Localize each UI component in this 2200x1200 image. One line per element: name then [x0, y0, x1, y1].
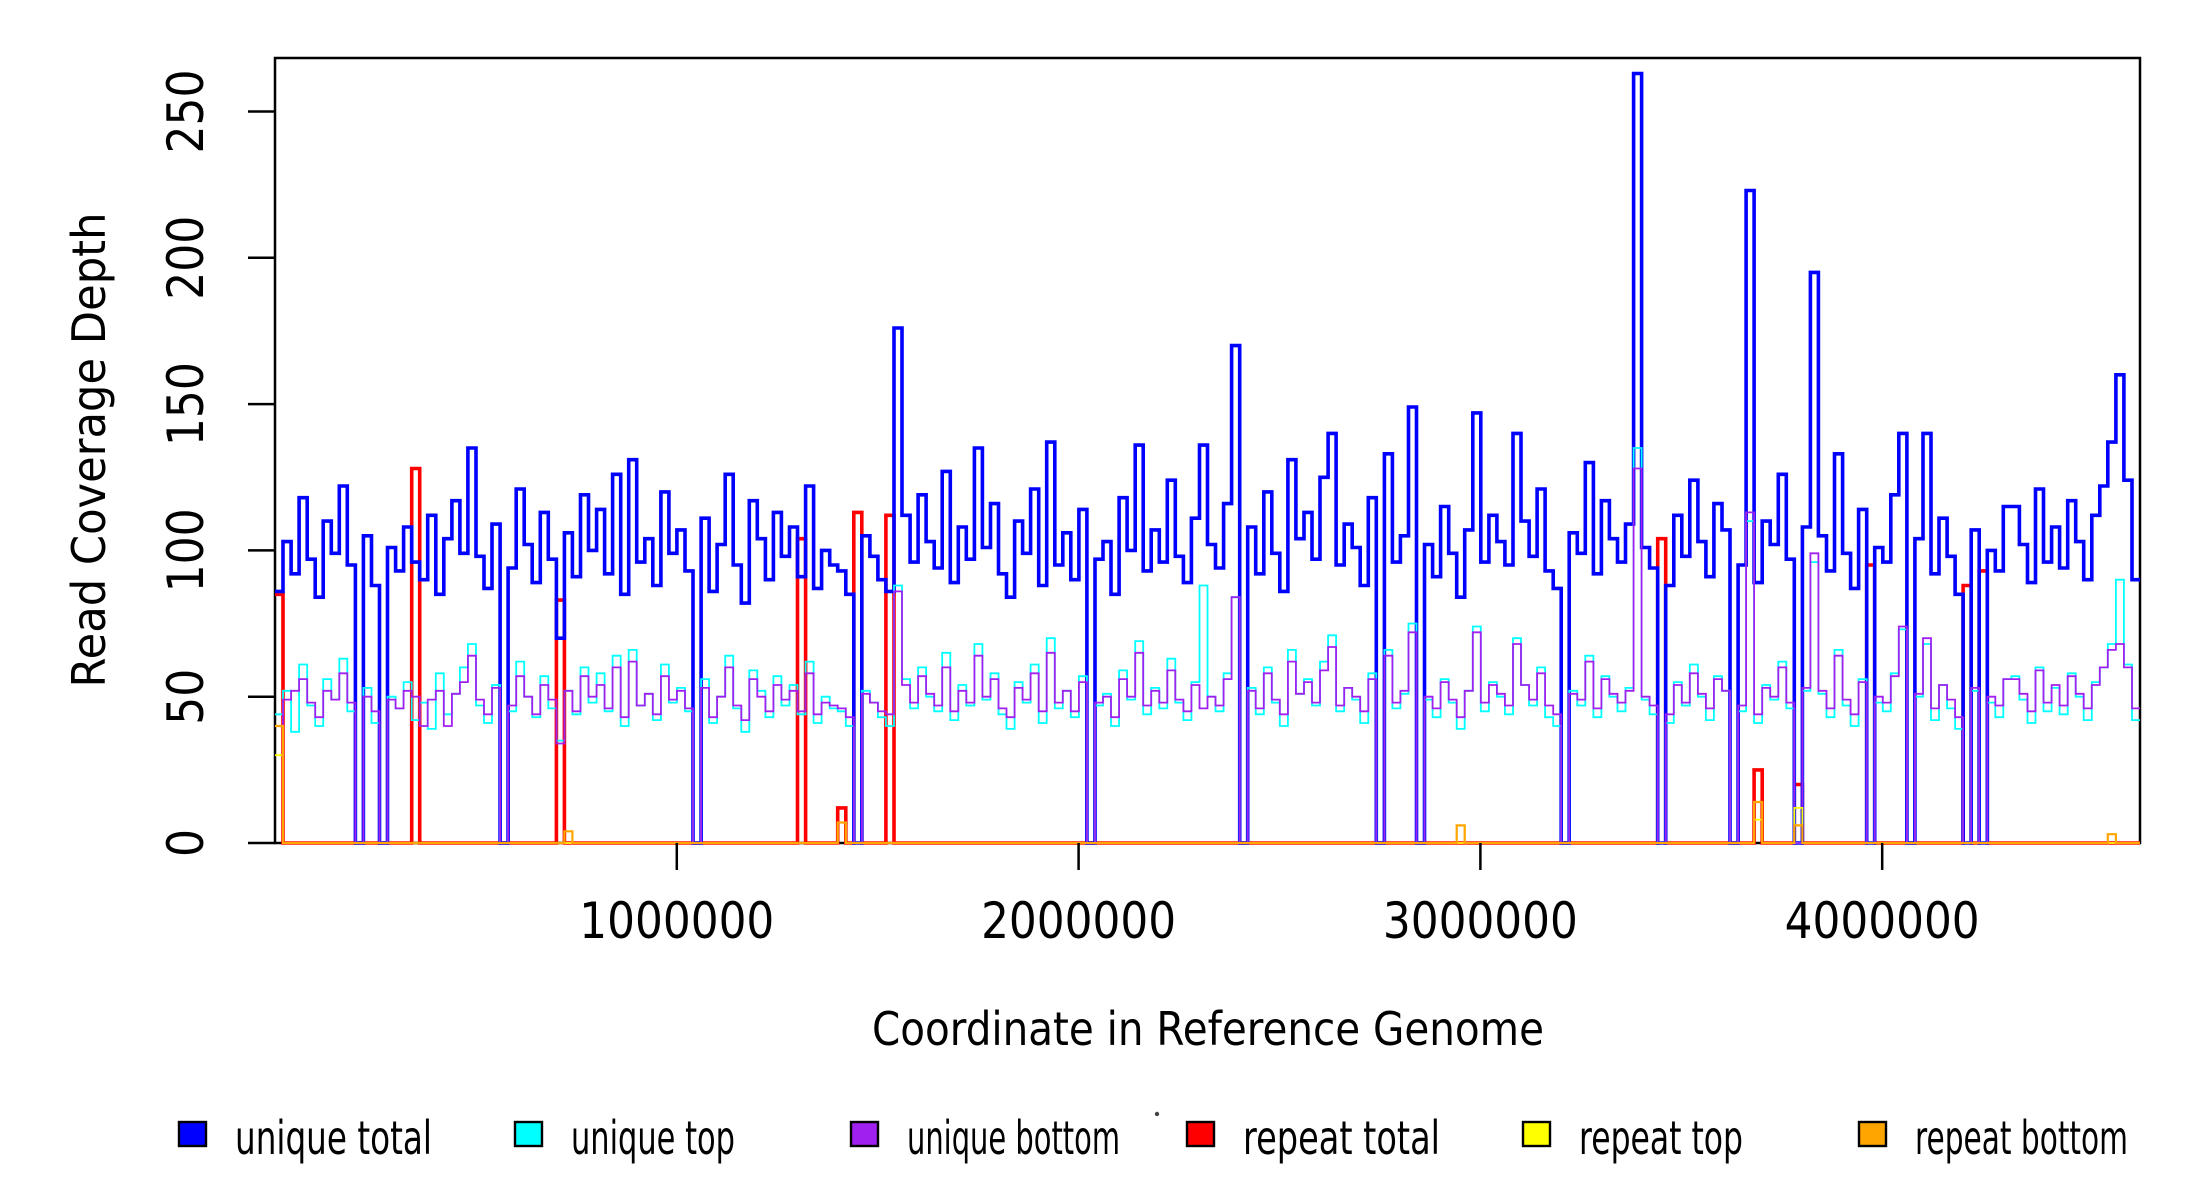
legend-label: repeat top [1579, 1111, 1743, 1165]
legend-item-unique-top: unique top [513, 1111, 735, 1165]
legend-label: unique bottom [907, 1111, 1120, 1165]
y-tick-label: 200 [157, 216, 215, 300]
legend-label: unique total [235, 1111, 432, 1165]
legend-swatch [513, 1120, 544, 1148]
stray-dot [1154, 1111, 1160, 1117]
legend-swatch [1185, 1120, 1216, 1148]
series-line-repeat-bottom [275, 724, 2140, 845]
x-tick-label: 4000000 [1785, 892, 1980, 950]
y-axis-title: Read Coverage Depth [62, 213, 116, 688]
x-tick-label: 3000000 [1383, 892, 1578, 950]
legend-item-repeat-top: repeat top [1521, 1111, 1743, 1165]
y-tick-label: 150 [157, 362, 215, 446]
legend-label: unique top [571, 1111, 735, 1165]
legend-swatch [1857, 1120, 1888, 1148]
x-axis-title: Coordinate in Reference Genome [872, 1002, 1544, 1056]
y-tick-label: 100 [157, 508, 215, 592]
series-line-unique-total [275, 71, 2140, 845]
legend-item-repeat-bottom: repeat bottom [1857, 1111, 2128, 1165]
series-line-unique-top [275, 447, 2140, 844]
legend-label: repeat total [1243, 1111, 1440, 1165]
series-line-unique-bottom [275, 467, 2140, 844]
legend-swatch [1521, 1120, 1552, 1148]
legend-item-unique-total: unique total [177, 1111, 432, 1165]
y-tick-label: 0 [157, 829, 215, 857]
y-tick-label: 50 [157, 669, 215, 725]
legend-item-unique-bottom: unique bottom [849, 1111, 1120, 1165]
x-tick-label: 2000000 [981, 892, 1176, 950]
series-lines [275, 71, 2140, 845]
legend-item-repeat-total: repeat total [1185, 1111, 1440, 1165]
x-axis-ticks: 1000000 2000000 3000000 4000000 [579, 843, 1980, 950]
y-axis-ticks: 0 50 100 150 200 250 [157, 70, 275, 857]
legend-label: repeat bottom [1915, 1111, 2128, 1165]
legend-swatch [849, 1120, 880, 1148]
chart-legend: unique total unique top unique bottom repea… [177, 1111, 2128, 1165]
x-tick-label: 1000000 [579, 892, 774, 950]
y-tick-label: 250 [157, 70, 215, 154]
legend-swatch [177, 1120, 208, 1148]
